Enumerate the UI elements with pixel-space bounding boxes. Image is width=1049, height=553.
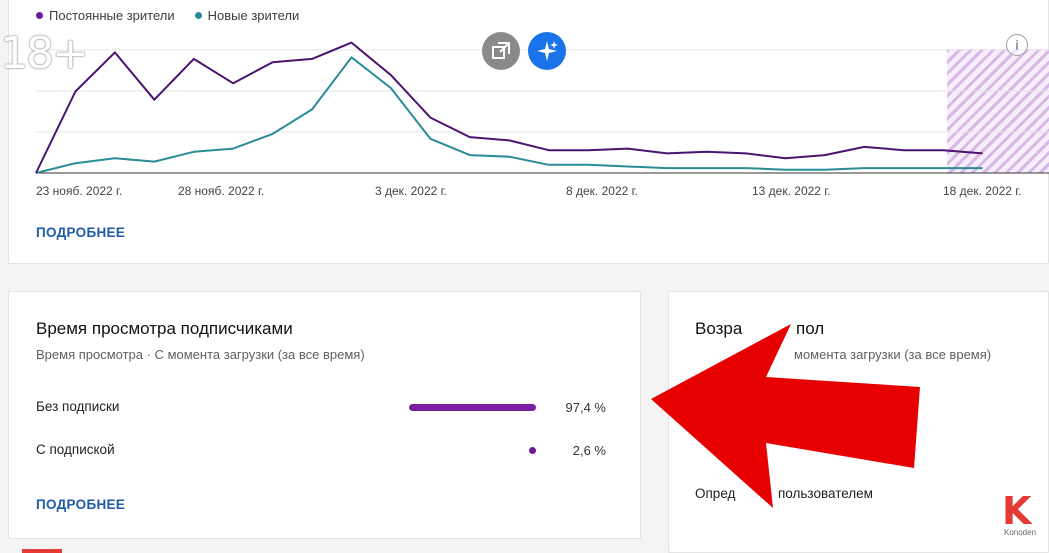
x-tick-label: 8 дек. 2022 г. [566, 184, 638, 198]
legend-label-new: Новые зрители [207, 8, 300, 23]
age-card-row-start: Опред [695, 486, 736, 501]
popout-button[interactable] [482, 32, 520, 70]
chart-legend: Постоянные зрители Новые зрители [36, 8, 299, 23]
legend-item-new[interactable]: Новые зрители [194, 8, 300, 23]
watch-card-more-link[interactable]: ПОДРОБНЕЕ [36, 497, 126, 512]
row-label-not-subscribed: Без подписки [36, 399, 120, 414]
age-card-subtitle: момента загрузки (за все время) [794, 347, 992, 362]
watch-card-subtitle: Время просмотра · С момента загрузки (за… [36, 347, 365, 362]
bar-not-subscribed [409, 404, 536, 411]
info-icon[interactable]: i [1006, 34, 1028, 56]
legend-dot-new [194, 12, 202, 19]
watch-card-title: Время просмотра подписчиками [36, 319, 293, 338]
channel-watermark-text: Konoden [1004, 528, 1037, 537]
x-tick-label: 23 нояб. 2022 г. [36, 184, 123, 198]
popout-icon [492, 42, 510, 59]
age-card-row-end: пользователем [778, 486, 873, 501]
progress-strip [22, 549, 62, 553]
series-line-new-viewers[interactable] [35, 56, 983, 174]
series-line-returning-viewers[interactable] [35, 41, 983, 174]
x-tick-label: 18 дек. 2022 г. [943, 184, 1022, 198]
age-card-title: Возра [695, 319, 743, 338]
chart-more-link[interactable]: ПОДРОБНЕЕ [36, 225, 126, 240]
line-chart [35, 41, 1049, 174]
bar-subscribed [529, 447, 536, 454]
legend-dot-returning [36, 12, 43, 19]
x-tick-label: 3 дек. 2022 г. [375, 184, 447, 198]
legend-label-returning: Постоянные зрители [49, 8, 175, 23]
channel-watermark-logo: K [1002, 489, 1032, 533]
age-card-title-tail: пол [796, 319, 825, 338]
row-label-subscribed: С подпиской [36, 442, 115, 457]
age-rating-badge: 18+ [0, 28, 89, 79]
legend-item-returning[interactable]: Постоянные зрители [36, 8, 175, 23]
subscriber-watch-time-card [8, 291, 641, 539]
row-pct-not-subscribed: 97,4 % [565, 400, 606, 415]
x-tick-label: 28 нояб. 2022 г. [178, 184, 265, 198]
sparkle-icon [537, 41, 558, 61]
row-pct-subscribed: 2,6 % [572, 443, 606, 458]
ai-sparkle-button[interactable] [528, 32, 566, 70]
x-tick-label: 13 дек. 2022 г. [752, 184, 831, 198]
